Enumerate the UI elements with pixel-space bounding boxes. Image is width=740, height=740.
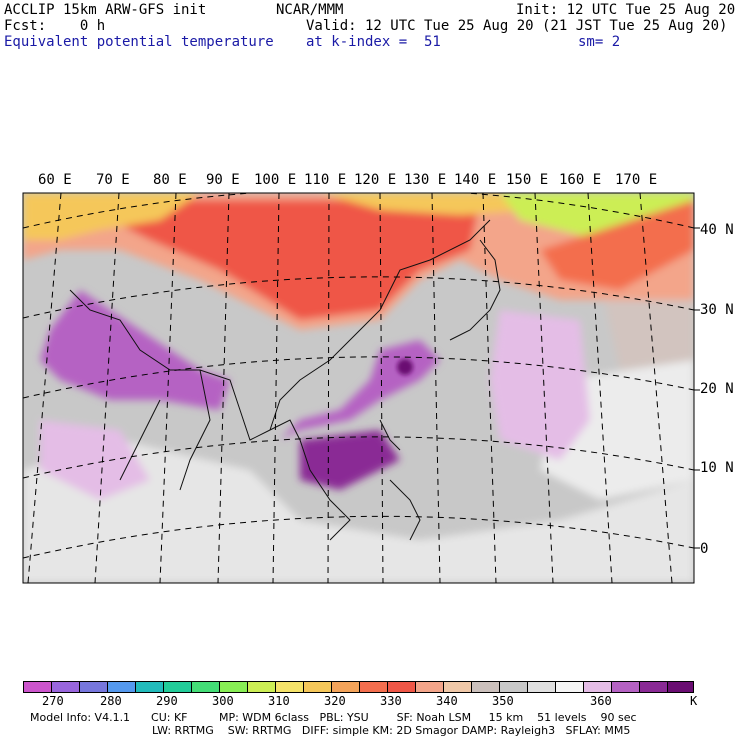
lon-label: 110 E: [304, 172, 347, 188]
colorbar-swatch: [275, 681, 304, 693]
colorbar-label: 330: [380, 694, 402, 708]
tropical-band: [23, 440, 694, 583]
colorbar-swatch: [443, 681, 472, 693]
k-index: at k-index = 51: [306, 34, 441, 50]
islands-coast: [379, 419, 421, 541]
colorbar-label: 320: [324, 694, 346, 708]
colorbar-swatch: [499, 681, 528, 693]
colorbar-swatch: [611, 681, 640, 693]
colorbar-label: 280: [100, 694, 122, 708]
model-title: ACCLIP 15km ARW-GFS init: [4, 2, 207, 18]
colorbar-swatch: [583, 681, 612, 693]
colorbar-swatch: [191, 681, 220, 693]
field-name: Equivalent potential temperature: [4, 34, 274, 50]
colorbar-swatch: [303, 681, 332, 693]
lat-ticks: [694, 227, 700, 549]
lat-label: 0: [700, 541, 709, 557]
lon-label: 80 E: [153, 172, 187, 188]
colorbar-swatch: [667, 681, 694, 693]
colorbar-label: 340: [436, 694, 458, 708]
colorbar-swatch: [471, 681, 500, 693]
lat-label: 40 N: [700, 222, 734, 238]
lon-label: 90 E: [206, 172, 240, 188]
colorbar-swatch: [107, 681, 136, 693]
smoothing: sm= 2: [578, 34, 621, 50]
colorbar-label: 300: [212, 694, 234, 708]
colorbar-swatch: [415, 681, 444, 693]
colorbar-label: 290: [156, 694, 178, 708]
lon-label: 170 E: [615, 172, 658, 188]
model-info-line1: Model Info: V4.1.1 CU: KF MP: WDM 6class…: [30, 711, 637, 724]
organization: NCAR/MMM: [276, 2, 344, 18]
forecast-hour: Fcst: 0 h: [4, 18, 106, 34]
arabian-moist: [40, 420, 150, 500]
lon-label: 60 E: [38, 172, 72, 188]
lon-label: 150 E: [506, 172, 549, 188]
lat-label: 10 N: [700, 460, 734, 476]
map-frame: [22, 192, 695, 584]
colorbar-label: 350: [492, 694, 514, 708]
init-time: Init: 12 UTC Tue 25 Aug 20: [516, 2, 736, 18]
colorbar-swatch: [331, 681, 360, 693]
typhoon-core: [397, 359, 413, 375]
colorbar-label: 360: [590, 694, 612, 708]
colorbar-swatch: [639, 681, 668, 693]
lon-label: 130 E: [404, 172, 447, 188]
lon-label: 140 E: [454, 172, 497, 188]
colorbar-unit: K: [690, 694, 698, 708]
model-info-line2: LW: RRTMG SW: RRTMG DIFF: simple KM: 2D …: [152, 724, 631, 737]
colorbar-label: 270: [42, 694, 64, 708]
colorbar-swatch: [219, 681, 248, 693]
lon-label: 70 E: [96, 172, 130, 188]
japan-jet: [540, 200, 694, 290]
pacific-moist: [490, 310, 590, 460]
colorbar-swatch: [163, 681, 192, 693]
colorbar-swatch: [79, 681, 108, 693]
lon-label: 100 E: [254, 172, 297, 188]
coastline: [69, 219, 491, 541]
lat-label: 30 N: [700, 302, 734, 318]
lat-label: 20 N: [700, 381, 734, 397]
colorbar-swatch: [555, 681, 584, 693]
scs-moist: [300, 430, 400, 490]
northwest-warm: [23, 193, 200, 240]
colorbar-swatch: [527, 681, 556, 693]
colorbar-swatch: [247, 681, 276, 693]
colorbar-swatch: [387, 681, 416, 693]
india-moist: [40, 290, 230, 410]
mongolia-hot-band: [100, 200, 480, 320]
colorbar-label: 310: [268, 694, 290, 708]
japan-coast: [449, 239, 501, 341]
colorbar-swatch: [51, 681, 80, 693]
colorbar-swatch: [135, 681, 164, 693]
colorbar-swatch: [23, 681, 52, 693]
lon-label: 120 E: [354, 172, 397, 188]
colorbar-swatch: [359, 681, 388, 693]
valid-time: Valid: 12 UTC Tue 25 Aug 20 (21 JST Tue …: [306, 18, 728, 34]
lon-label: 160 E: [559, 172, 602, 188]
